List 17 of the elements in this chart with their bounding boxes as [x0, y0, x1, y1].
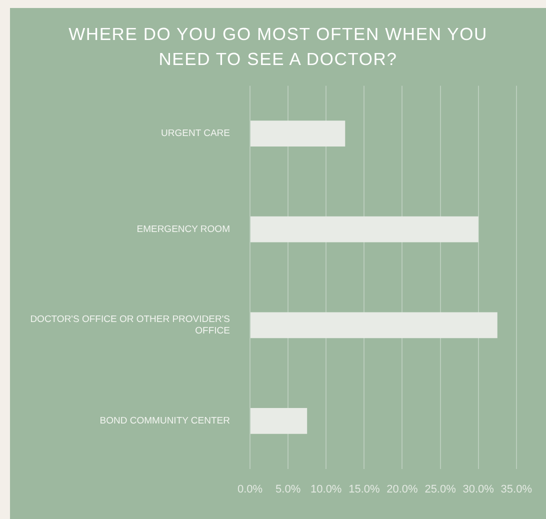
y-tick-label: DOCTOR'S OFFICE OR OTHER PROVIDER'S OFFICE [30, 314, 230, 336]
x-tick-label: 5.0% [276, 483, 301, 496]
bar [250, 312, 498, 338]
x-tick-label: 25.0% [424, 483, 456, 496]
bar [250, 120, 346, 147]
x-tick-label: 35.0% [500, 483, 532, 496]
chart-title: WHERE DO YOU GO MOST OFTEN WHEN YOU NEED TO SEE A DOCTOR? [68, 23, 488, 71]
x-tick-label: 0.0% [237, 483, 263, 496]
bar [250, 216, 478, 242]
x-tick-label: 10.0% [310, 483, 342, 496]
y-tick-label: BOND COMMUNITY CENTER [100, 416, 230, 427]
y-tick-label: URGENT CARE [161, 128, 230, 140]
x-tick-label: 30.0% [462, 483, 494, 496]
bar [250, 408, 308, 434]
x-tick-label: 15.0% [348, 483, 380, 496]
x-tick-label: 20.0% [386, 483, 418, 496]
y-tick-label: EMERGENCY ROOM [136, 224, 230, 235]
